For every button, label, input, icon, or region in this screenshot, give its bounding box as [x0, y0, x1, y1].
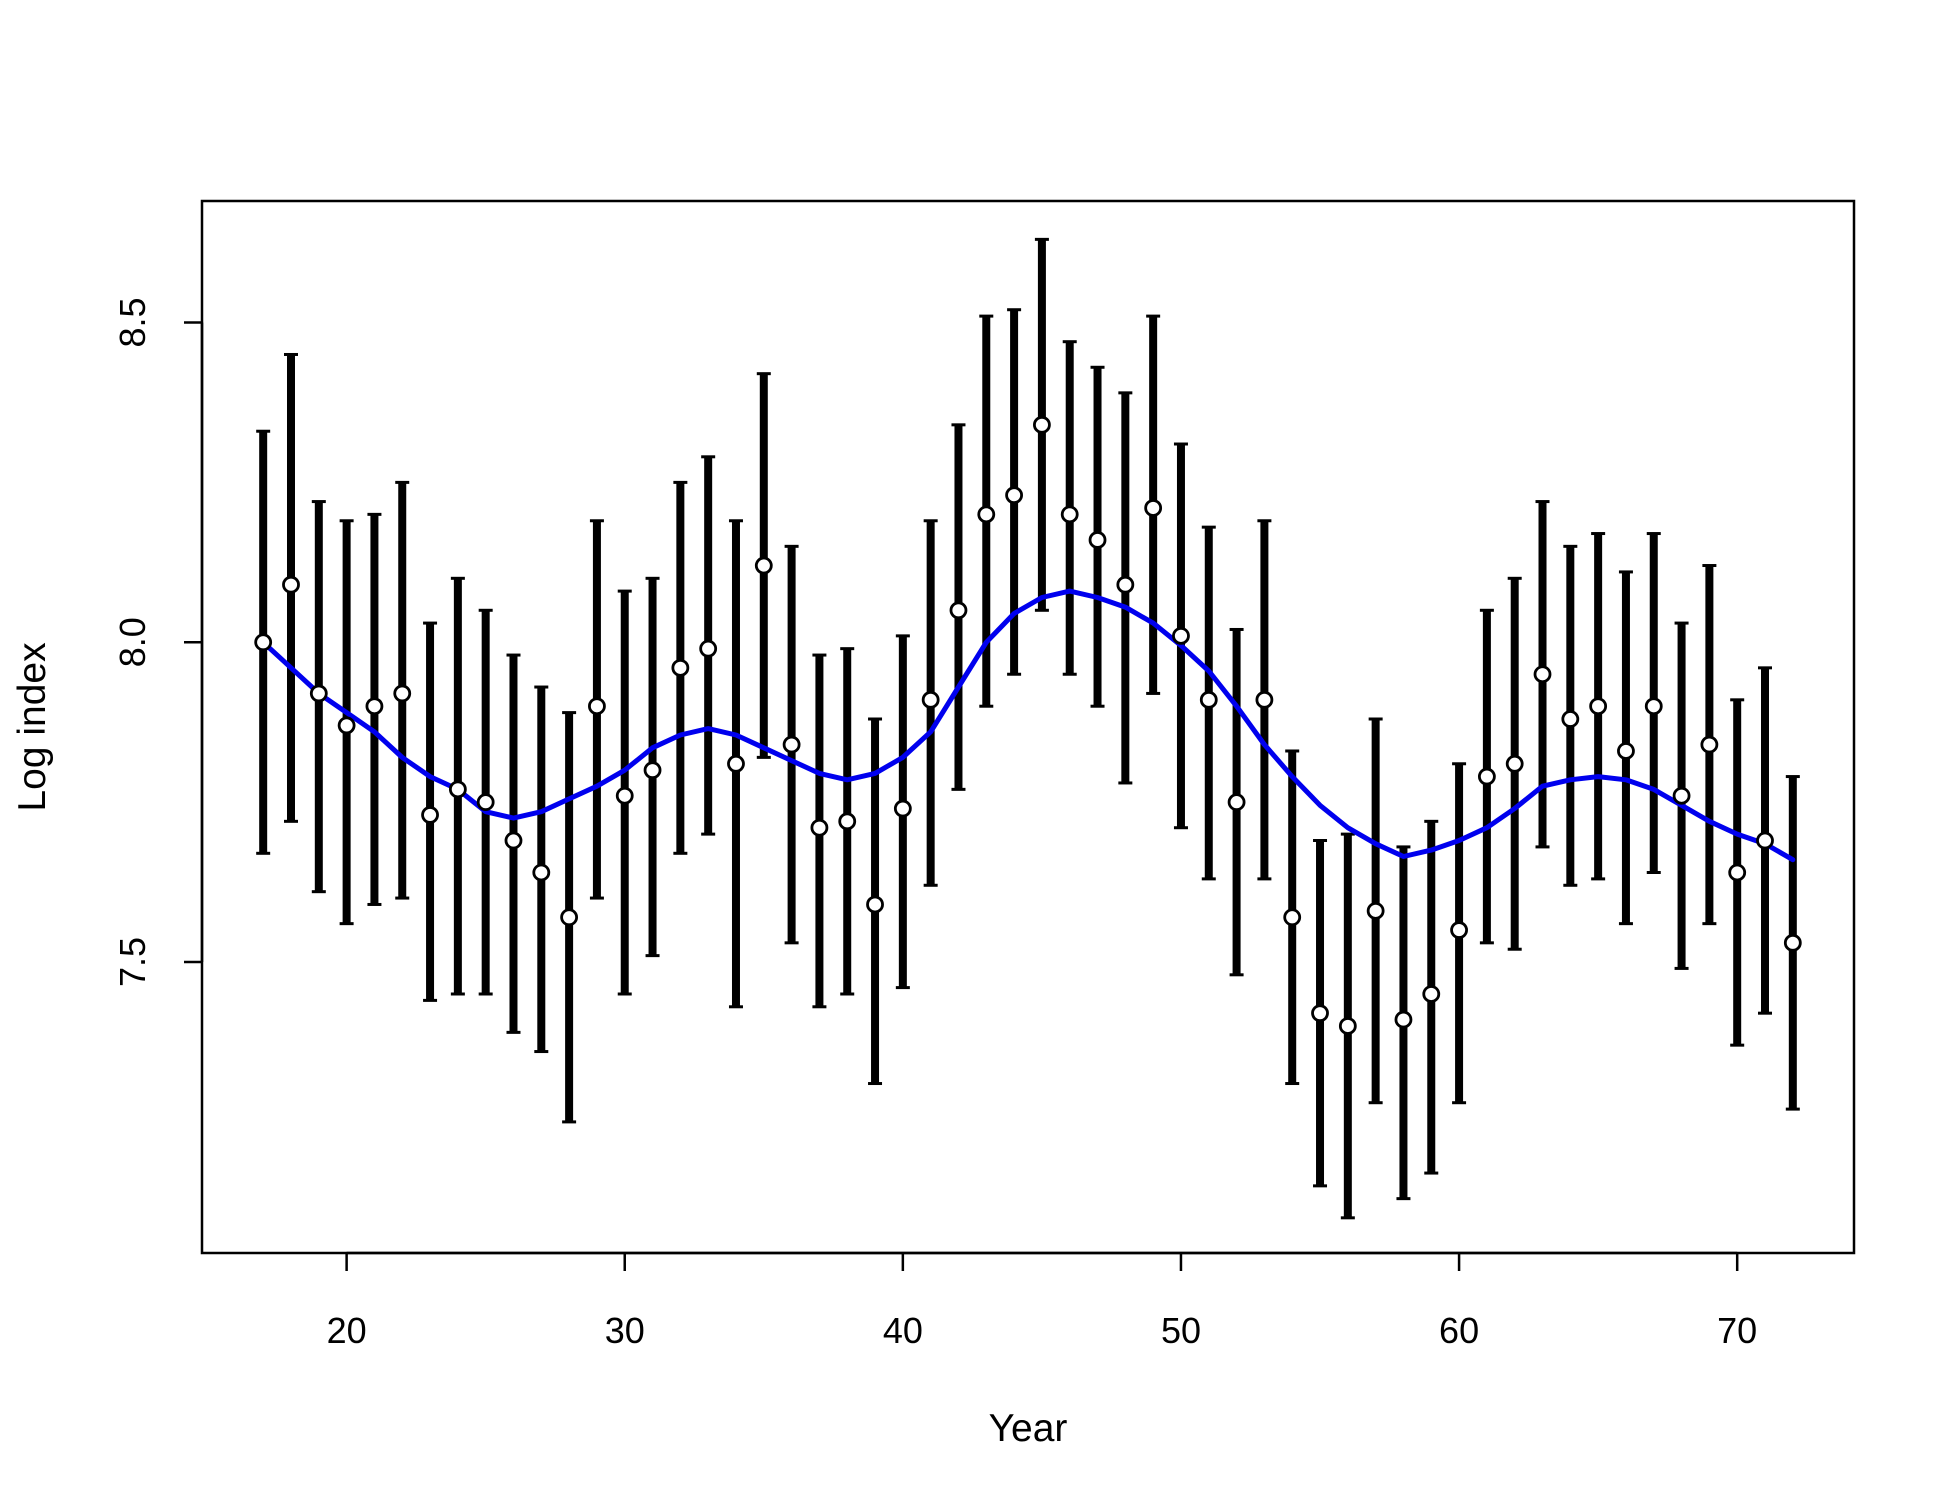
data-point [337, 716, 356, 735]
data-point [838, 812, 857, 831]
data-point [1700, 735, 1719, 754]
data-point [1728, 863, 1747, 882]
data-point [1338, 1017, 1357, 1035]
data-point [1311, 1004, 1329, 1023]
data-point [1060, 505, 1079, 524]
data-point [476, 793, 495, 812]
y-axis-label: Log index [11, 642, 54, 812]
data-point [504, 831, 523, 850]
data-point [1172, 626, 1190, 645]
data-point [1394, 1010, 1413, 1029]
data-point [1477, 767, 1496, 786]
data-point [1199, 690, 1218, 709]
x-tick-label: 40 [883, 1310, 923, 1351]
data-point [1644, 697, 1663, 716]
plot-frame [200, 199, 1856, 1255]
data-point [560, 908, 579, 927]
y-tick-label: 8.0 [112, 617, 153, 667]
y-tick-label: 8.5 [112, 297, 153, 347]
data-point [1505, 754, 1524, 773]
data-point [1672, 786, 1691, 805]
data-point [1227, 793, 1246, 812]
data-point [754, 556, 773, 575]
data-point [671, 658, 690, 677]
y-axis: 7.5 8.0 8.5 [112, 297, 204, 987]
x-tick-label: 60 [1439, 1310, 1479, 1351]
trend-line [260, 588, 1796, 863]
x-tick-label: 50 [1161, 1310, 1201, 1351]
data-point [1005, 486, 1023, 505]
data-point [1144, 499, 1163, 517]
data-point [1255, 690, 1274, 709]
data-point [1589, 697, 1608, 716]
data-point [1450, 921, 1468, 939]
data-point [448, 780, 467, 799]
data-point [393, 684, 412, 703]
data-point [365, 697, 384, 716]
data-point [699, 639, 718, 658]
x-tick-label: 30 [605, 1310, 645, 1351]
data-point [893, 799, 912, 818]
data-point [949, 601, 968, 620]
data-point [782, 735, 801, 754]
data-point [282, 575, 300, 594]
data-point [1283, 908, 1302, 927]
data-point [1116, 575, 1135, 594]
data-point [1756, 831, 1774, 850]
data-points [254, 415, 1802, 1035]
x-axis-label: Year [989, 1407, 1068, 1450]
data-point [1561, 710, 1580, 728]
data-point [421, 806, 439, 824]
data-point [1617, 742, 1635, 760]
data-point [727, 754, 745, 773]
data-point [1783, 933, 1802, 952]
x-axis: 20 30 40 50 60 70 [327, 1251, 1757, 1351]
data-point [1422, 985, 1441, 1003]
y-tick-label: 7.5 [112, 937, 153, 987]
x-tick-label: 70 [1717, 1310, 1757, 1351]
data-point [810, 818, 829, 837]
data-point [866, 895, 884, 914]
data-point [254, 633, 273, 652]
data-point [977, 505, 996, 524]
data-point [643, 761, 662, 780]
data-point [588, 697, 606, 716]
data-point [615, 786, 634, 805]
trend-line-group [260, 588, 1796, 863]
x-tick-label: 20 [327, 1310, 367, 1351]
data-point [1033, 415, 1051, 434]
data-point [921, 690, 940, 709]
data-point [1088, 531, 1107, 549]
error-bars [256, 237, 1800, 1220]
data-point [532, 863, 551, 882]
data-point [1366, 901, 1385, 920]
data-point [309, 684, 328, 703]
data-point [1533, 665, 1552, 684]
